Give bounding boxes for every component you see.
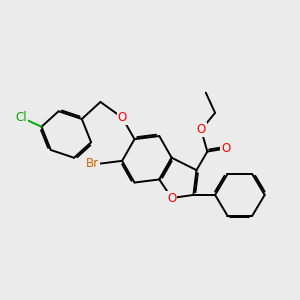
Text: O: O: [221, 142, 231, 155]
Text: O: O: [118, 111, 127, 124]
Text: Cl: Cl: [16, 111, 27, 124]
Text: O: O: [196, 123, 206, 136]
Text: O: O: [167, 191, 176, 205]
Text: Br: Br: [86, 158, 99, 170]
